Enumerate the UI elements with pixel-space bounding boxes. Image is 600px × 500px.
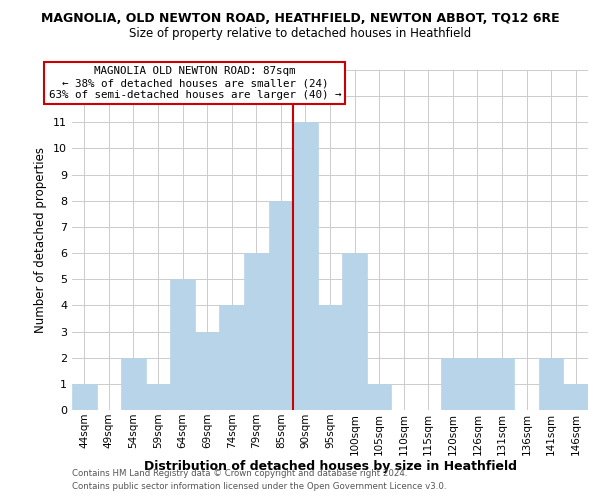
Text: MAGNOLIA OLD NEWTON ROAD: 87sqm
← 38% of detached houses are smaller (24)
63% of: MAGNOLIA OLD NEWTON ROAD: 87sqm ← 38% of… xyxy=(49,66,341,100)
Y-axis label: Number of detached properties: Number of detached properties xyxy=(34,147,47,333)
Bar xyxy=(563,384,588,410)
Bar xyxy=(367,384,391,410)
Bar xyxy=(269,201,293,410)
Bar xyxy=(220,306,244,410)
Bar xyxy=(342,253,367,410)
Bar xyxy=(146,384,170,410)
Bar xyxy=(121,358,146,410)
Bar xyxy=(195,332,220,410)
Text: Size of property relative to detached houses in Heathfield: Size of property relative to detached ho… xyxy=(129,28,471,40)
Bar xyxy=(539,358,563,410)
Bar xyxy=(293,122,318,410)
Bar xyxy=(318,306,342,410)
Bar xyxy=(490,358,514,410)
Bar xyxy=(465,358,490,410)
Text: MAGNOLIA, OLD NEWTON ROAD, HEATHFIELD, NEWTON ABBOT, TQ12 6RE: MAGNOLIA, OLD NEWTON ROAD, HEATHFIELD, N… xyxy=(41,12,559,26)
Text: Contains public sector information licensed under the Open Government Licence v3: Contains public sector information licen… xyxy=(72,482,446,491)
Bar xyxy=(72,384,97,410)
Bar xyxy=(170,279,195,410)
X-axis label: Distribution of detached houses by size in Heathfield: Distribution of detached houses by size … xyxy=(143,460,517,473)
Bar xyxy=(244,253,269,410)
Bar xyxy=(440,358,465,410)
Text: Contains HM Land Registry data © Crown copyright and database right 2024.: Contains HM Land Registry data © Crown c… xyxy=(72,468,407,477)
